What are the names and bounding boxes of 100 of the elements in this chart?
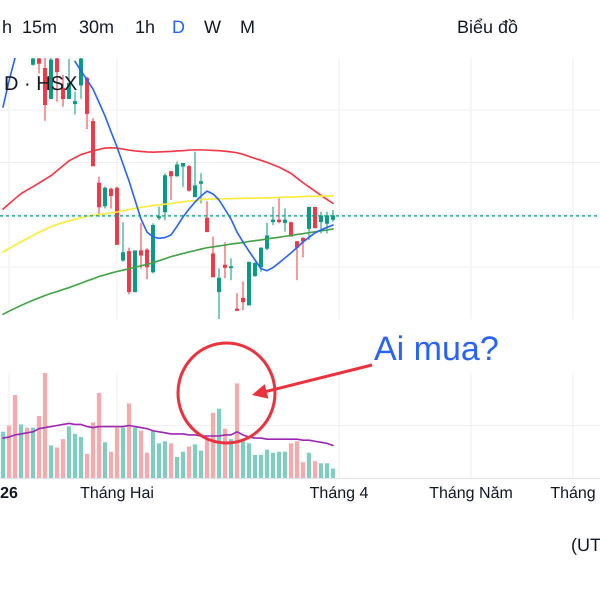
bar: [24, 428, 30, 478]
x-tick-label: 26: [0, 485, 18, 502]
bar: [90, 422, 96, 478]
text: W: [204, 17, 221, 37]
bar: [240, 441, 246, 478]
bar: [252, 454, 258, 478]
bar: [192, 444, 198, 478]
bar: [66, 426, 72, 478]
bar: [168, 443, 174, 478]
candlestick: [139, 222, 143, 269]
bar: [288, 443, 294, 478]
candlestick: [235, 292, 239, 311]
candlestick: [229, 258, 233, 281]
bar: [78, 437, 84, 478]
bar: [114, 428, 120, 478]
bar: [30, 428, 36, 478]
candlestick: [79, 58, 83, 99]
candlestick: [259, 246, 263, 272]
candlestick: [145, 248, 149, 280]
bar: [282, 452, 288, 478]
bar: [36, 416, 42, 478]
candlestick: [115, 186, 119, 246]
bar: [276, 452, 282, 478]
candlestick: [313, 206, 317, 229]
bar: [162, 441, 168, 478]
bar: [6, 426, 12, 478]
candlestick: [103, 186, 107, 209]
bar: [120, 428, 126, 478]
candlestick: [241, 281, 245, 311]
candlestick: [181, 162, 185, 188]
candlestick: [289, 221, 293, 236]
bar: [96, 392, 102, 478]
candlestick: [127, 247, 131, 295]
bar: [54, 448, 60, 478]
bar: [144, 452, 150, 478]
candlestick: [277, 198, 281, 224]
bar: [246, 443, 252, 478]
x-tick-label: Tháng: [550, 485, 596, 502]
candlestick: [247, 261, 251, 306]
bar: [150, 430, 156, 478]
candlestick: [151, 222, 155, 274]
candlestick: [253, 262, 257, 278]
candlestick: [175, 161, 179, 178]
candlestick: [121, 222, 125, 262]
text: D: [172, 17, 185, 37]
bar: [102, 442, 108, 478]
text: Ai mua?: [374, 330, 499, 368]
candlestick: [193, 151, 197, 198]
bar: [156, 443, 162, 478]
candlestick: [187, 164, 191, 192]
bar: [84, 454, 90, 478]
candlestick: [109, 187, 113, 209]
bar: [306, 452, 312, 478]
bar: [48, 445, 54, 478]
candlestick: [211, 236, 215, 278]
bar: [42, 373, 48, 478]
candlestick: [73, 91, 77, 115]
candlestick: [169, 170, 173, 200]
bar: [132, 428, 138, 478]
bar: [180, 452, 186, 478]
candlestick: [265, 222, 269, 251]
bar: [126, 403, 132, 478]
candlestick: [133, 250, 137, 293]
x-tick-label: Tháng Hai: [80, 485, 154, 502]
bar: [270, 452, 276, 478]
bar: [294, 441, 300, 478]
bar: [72, 434, 78, 478]
bar: [258, 454, 264, 478]
bar: [324, 463, 330, 478]
candlestick: [37, 58, 41, 74]
text: Biểu đồ: [457, 17, 518, 37]
candlestick: [295, 240, 299, 281]
text: 1h: [135, 17, 156, 37]
bar: [174, 457, 180, 478]
bar: [330, 468, 336, 478]
bar: [60, 439, 66, 478]
bar: [264, 450, 270, 478]
candlestick: [217, 268, 221, 319]
text: 30m: [79, 17, 114, 37]
bar: [234, 384, 240, 478]
bar: [186, 446, 192, 478]
bar: [318, 463, 324, 478]
candlestick: [97, 176, 101, 218]
candlestick: [223, 242, 227, 279]
text: h: [2, 17, 12, 37]
bar: [198, 450, 204, 478]
bar: [300, 462, 306, 478]
candlestick: [31, 58, 35, 66]
candlestick: [301, 236, 305, 258]
bar: [0, 432, 6, 478]
bar: [204, 439, 210, 478]
text: M: [240, 17, 255, 37]
x-tick-label: Tháng Năm: [429, 485, 513, 502]
bar: [138, 430, 144, 478]
bar: [18, 424, 24, 478]
text: 15m: [22, 17, 58, 37]
bar: [12, 395, 18, 478]
bar: [312, 461, 318, 478]
candlestick: [199, 172, 203, 204]
candlestick: [205, 201, 209, 233]
